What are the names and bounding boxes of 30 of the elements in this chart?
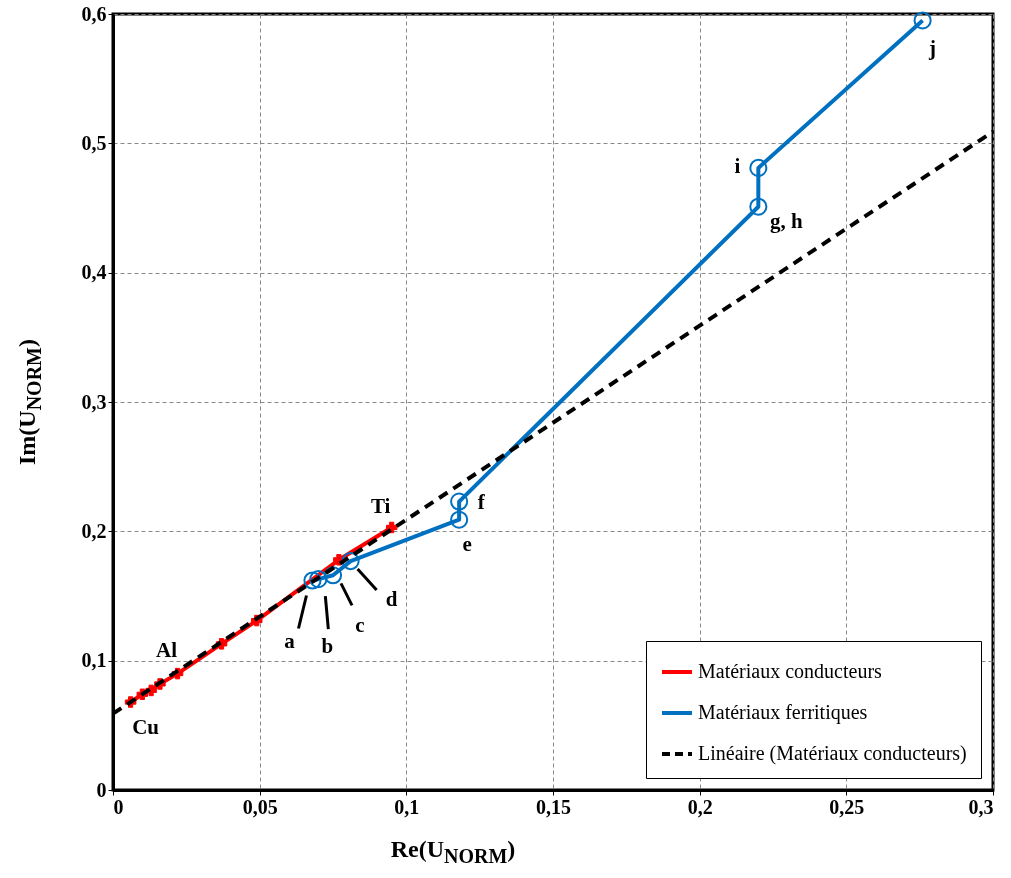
y-tick-label: 0,1 <box>81 649 107 672</box>
legend-label: Linéaire (Matériaux conducteurs) <box>698 742 967 765</box>
x-tick-label: 0,3 <box>968 795 994 818</box>
x-tick-label: 0,2 <box>687 795 713 818</box>
annotation: d <box>385 587 398 612</box>
y-tick-label: 0,2 <box>81 519 107 542</box>
y-tick-label: 0,4 <box>81 261 107 284</box>
x-tick-label: 0,05 <box>242 795 278 818</box>
annotation: i <box>734 153 741 178</box>
legend-label: Matériaux ferritiques <box>698 701 868 724</box>
y-tick-label: 0,3 <box>81 390 107 413</box>
legend-label: Matériaux conducteurs <box>698 660 883 682</box>
annotation: g, h <box>769 208 803 233</box>
annotation: c <box>355 613 365 638</box>
annotation: Cu <box>132 715 160 740</box>
y-tick-label: 0,6 <box>81 2 107 25</box>
annotation: j <box>928 36 937 61</box>
x-axis-title: Re(U$_{NORM}$) <box>390 836 516 868</box>
annotation: Al <box>156 637 178 662</box>
x-tick-label: 0,1 <box>394 795 420 818</box>
x-tick-label: 0 <box>113 795 124 818</box>
annotation: f <box>477 489 486 514</box>
annotation: a <box>284 629 296 654</box>
annotation: Ti <box>370 494 391 519</box>
annotation: e <box>462 531 472 556</box>
x-tick-label: 0,25 <box>829 795 865 818</box>
y-tick-label: 0,5 <box>81 131 107 154</box>
annotation: b <box>321 634 334 659</box>
x-tick-label: 0,15 <box>536 795 571 818</box>
y-tick-label: 0 <box>96 778 107 801</box>
